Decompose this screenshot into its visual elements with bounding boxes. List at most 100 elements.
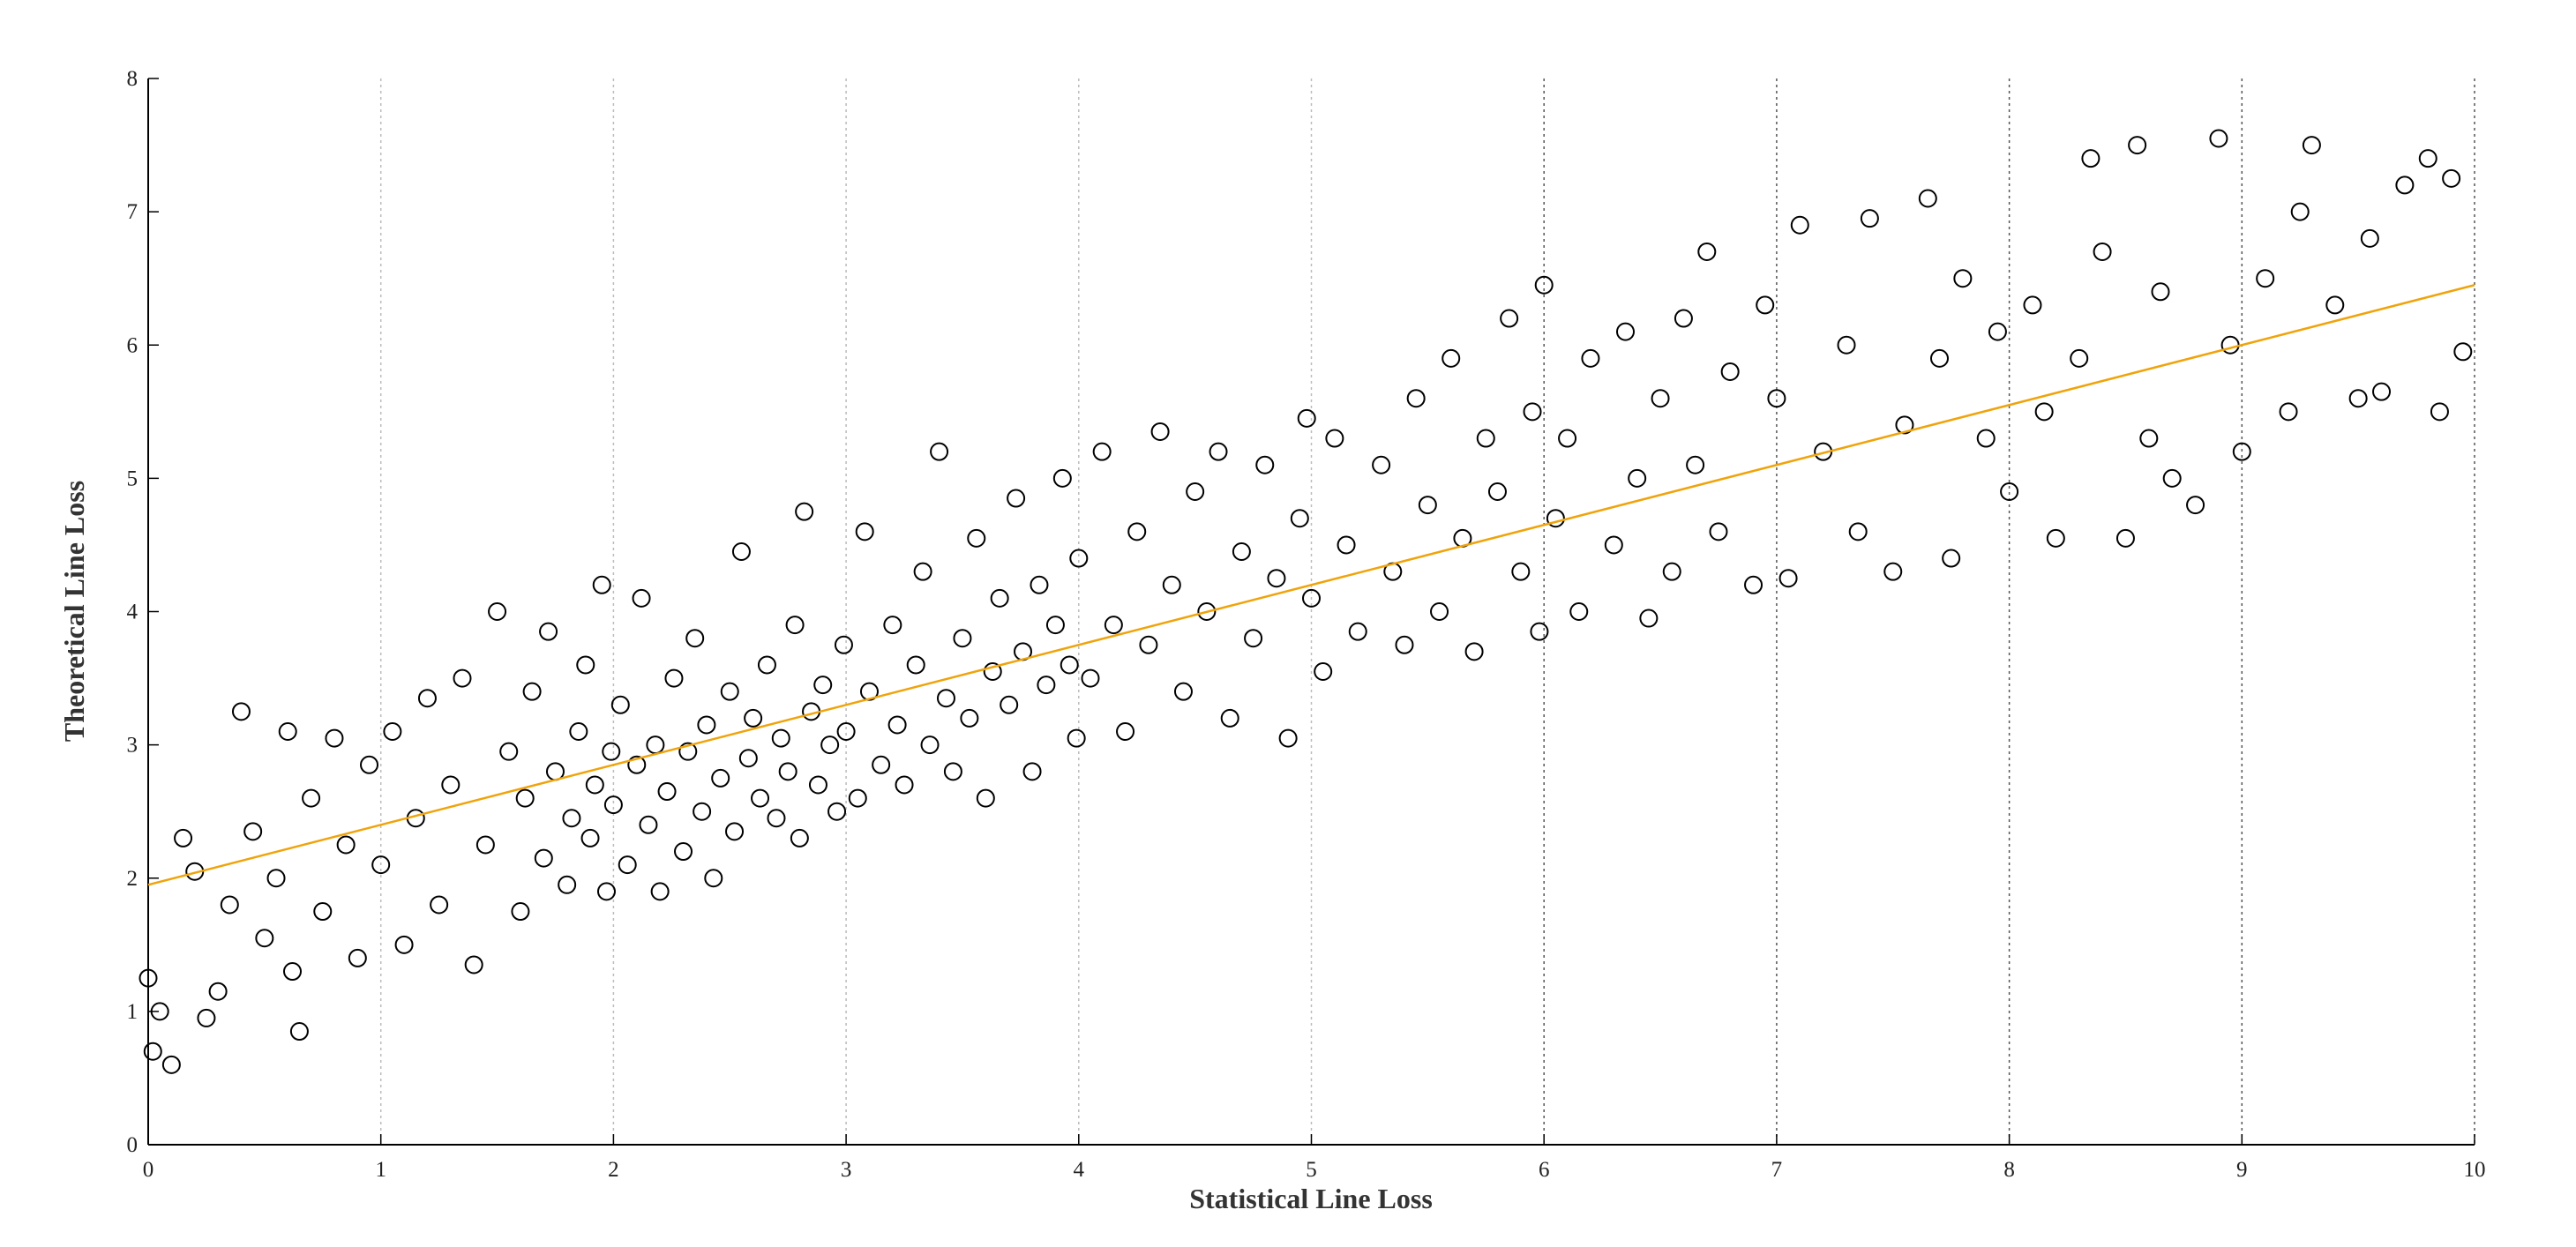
scatter-point	[2430, 402, 2449, 422]
scatter-point	[751, 788, 770, 808]
scatter-point	[1232, 541, 1251, 561]
scatter-point	[1348, 622, 1367, 641]
scatter-point	[2139, 429, 2159, 448]
scatter-point	[325, 728, 344, 748]
scatter-point	[820, 736, 840, 755]
scatter-point	[618, 855, 637, 875]
scatter-point	[2046, 528, 2065, 548]
scatter-point	[943, 762, 962, 781]
scatter-point	[1406, 389, 1426, 408]
scatter-point	[360, 755, 379, 774]
scatter-point	[1895, 415, 1914, 435]
scatter-point	[808, 775, 827, 795]
scatter-point	[990, 588, 1009, 608]
scatter-point	[1052, 468, 1072, 488]
scatter-point	[1988, 322, 2007, 341]
scatter-point	[1116, 722, 1135, 742]
scatter-point	[208, 982, 228, 1001]
scatter-point	[1628, 468, 1647, 488]
scatter-point	[1186, 482, 1205, 501]
scatter-point	[2395, 175, 2415, 195]
y-tick-label: 7	[127, 200, 139, 224]
scatter-point	[313, 902, 333, 922]
scatter-point	[558, 875, 577, 894]
scatter-point	[1848, 522, 1868, 541]
scatter-point	[646, 736, 665, 755]
scatter-point	[1500, 309, 1519, 328]
scatter-point	[895, 775, 914, 795]
scatter-point	[2093, 242, 2112, 261]
scatter-point	[674, 842, 693, 862]
scatter-point	[562, 809, 581, 828]
scatter-point	[174, 828, 193, 848]
scatter-point	[569, 722, 588, 742]
scatter-point	[289, 1022, 309, 1042]
scatter-point	[2442, 168, 2461, 188]
scatter-point	[2081, 149, 2100, 168]
scatter-point	[639, 815, 658, 834]
scatter-point	[1686, 455, 1705, 474]
trend-line	[147, 284, 2475, 886]
scatter-point	[243, 822, 263, 841]
scatter-point	[711, 768, 730, 788]
scatter-point	[967, 528, 986, 548]
x-tick-label: 0	[143, 1158, 154, 1182]
scatter-point	[1150, 422, 1170, 441]
scatter-point	[1662, 562, 1681, 581]
x-tick-label: 8	[2003, 1158, 2015, 1182]
scatter-point	[827, 802, 847, 821]
scatter-point	[795, 502, 814, 521]
y-tick-label: 2	[127, 867, 139, 891]
scatter-point	[1314, 662, 1333, 682]
scatter-point	[1523, 402, 1542, 422]
scatter-point	[453, 668, 472, 688]
y-tick-label: 6	[127, 333, 139, 357]
scatter-point	[139, 968, 158, 988]
scatter-point	[1000, 695, 1019, 714]
scatter-point	[1942, 549, 1961, 568]
scatter-point	[2034, 402, 2054, 422]
scatter-point	[930, 442, 949, 461]
scatter-point	[1860, 209, 1879, 228]
scatter-point	[1558, 429, 1577, 448]
scatter-point	[197, 1008, 216, 1027]
scatter-point	[1022, 762, 1042, 781]
scatter-point	[585, 775, 604, 795]
x-tick-label: 6	[1539, 1158, 1550, 1182]
scatter-point	[603, 795, 623, 815]
scatter-point	[592, 575, 611, 594]
scatter-point	[476, 835, 495, 855]
scatter-point	[1139, 635, 1158, 654]
scatter-point	[336, 835, 356, 855]
scatter-point	[883, 616, 902, 635]
scatter-point	[720, 682, 739, 701]
scatter-point	[220, 895, 239, 915]
scatter-point	[2070, 348, 2089, 368]
scatter-point	[522, 682, 542, 701]
scatter-point	[1476, 429, 1495, 448]
scatter-point	[596, 882, 616, 901]
scatter-point	[417, 689, 437, 708]
scatter-point	[394, 935, 414, 954]
scatter-point	[1744, 575, 1764, 594]
scatter-point	[302, 788, 321, 808]
scatter-point	[430, 895, 449, 915]
scatter-point	[441, 775, 461, 795]
scatter-point	[1778, 569, 1798, 588]
scatter-point	[1929, 348, 1949, 368]
scatter-point	[1162, 575, 1181, 594]
scatter-point	[1267, 569, 1286, 588]
scatter-point	[697, 715, 716, 735]
scatter-point	[1418, 496, 1437, 515]
scatter-point	[1302, 588, 1321, 608]
scatter-point	[632, 588, 651, 608]
scatter-point	[887, 715, 907, 735]
scatter-point	[1511, 562, 1531, 581]
scatter-point	[602, 742, 621, 761]
scatter-point	[664, 668, 684, 688]
scatter-point	[1976, 429, 1996, 448]
scatter-point	[771, 728, 790, 748]
scatter-point	[1104, 616, 1123, 635]
scatter-point	[1767, 389, 1786, 408]
scatter-point	[161, 1055, 181, 1074]
